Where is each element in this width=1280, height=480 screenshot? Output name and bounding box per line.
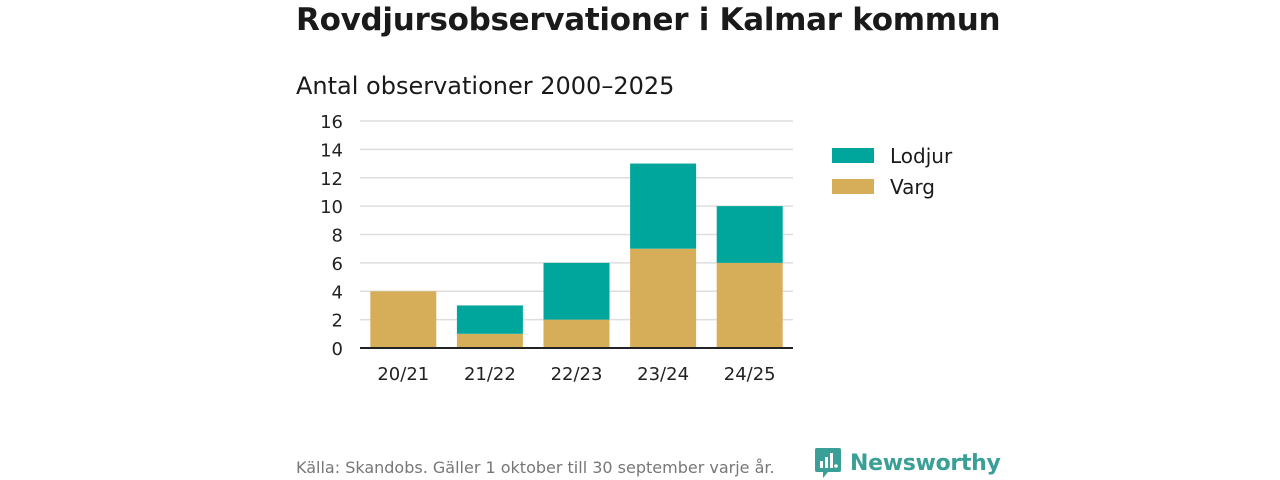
legend-swatch-lodjur [832,148,874,163]
bar-varg-23-24 [630,248,697,348]
chart-legend: Lodjur Varg [832,140,952,202]
y-tick-label: 12 [320,169,343,190]
bar-lodjur-21-22 [456,305,523,334]
x-tick-label: 22/23 [551,364,603,385]
x-tick-label: 21/22 [464,364,516,385]
y-tick-label: 0 [332,339,343,360]
y-tick-label: 8 [332,226,343,247]
y-tick-label: 10 [320,197,343,218]
bar-lodjur-23-24 [630,163,697,249]
source-note: Källa: Skandobs. Gäller 1 oktober till 3… [296,458,775,477]
legend-swatch-varg [832,179,874,194]
y-tick-label: 6 [332,254,343,275]
bar-varg-24-25 [716,262,783,348]
x-tick-label: 24/25 [724,364,776,385]
y-tick-label: 14 [320,140,343,161]
y-axis-ticks: 0 2 4 6 8 10 12 14 16 [320,112,343,360]
brand-name: Newsworthy [850,450,1001,476]
x-tick-label: 23/24 [637,364,689,385]
legend-item-varg: Varg [832,171,952,202]
chart-subtitle: Antal observationer 2000–2025 [296,72,675,100]
bar-lodjur-24-25 [716,206,783,263]
bar-varg-21-22 [456,333,523,348]
y-tick-label: 4 [332,282,343,303]
x-tick-label: 20/21 [377,364,429,385]
legend-label-lodjur: Lodjur [890,143,953,168]
y-tick-label: 16 [320,112,343,133]
bar-lodjur-22-23 [543,262,610,320]
legend-item-lodjur: Lodjur [832,140,952,171]
bar-varg-20-21 [370,291,437,348]
x-axis-ticks: 20/21 21/22 22/23 23/24 24/25 [377,364,775,385]
page-title: Rovdjursobservationer i Kalmar kommun [296,2,1001,38]
legend-label-varg: Varg [890,174,935,199]
newsworthy-logo-icon [815,448,841,478]
y-tick-label: 2 [332,311,343,332]
bars [370,163,783,348]
brand-logo: Newsworthy [814,446,1001,480]
bar-varg-22-23 [543,319,610,348]
